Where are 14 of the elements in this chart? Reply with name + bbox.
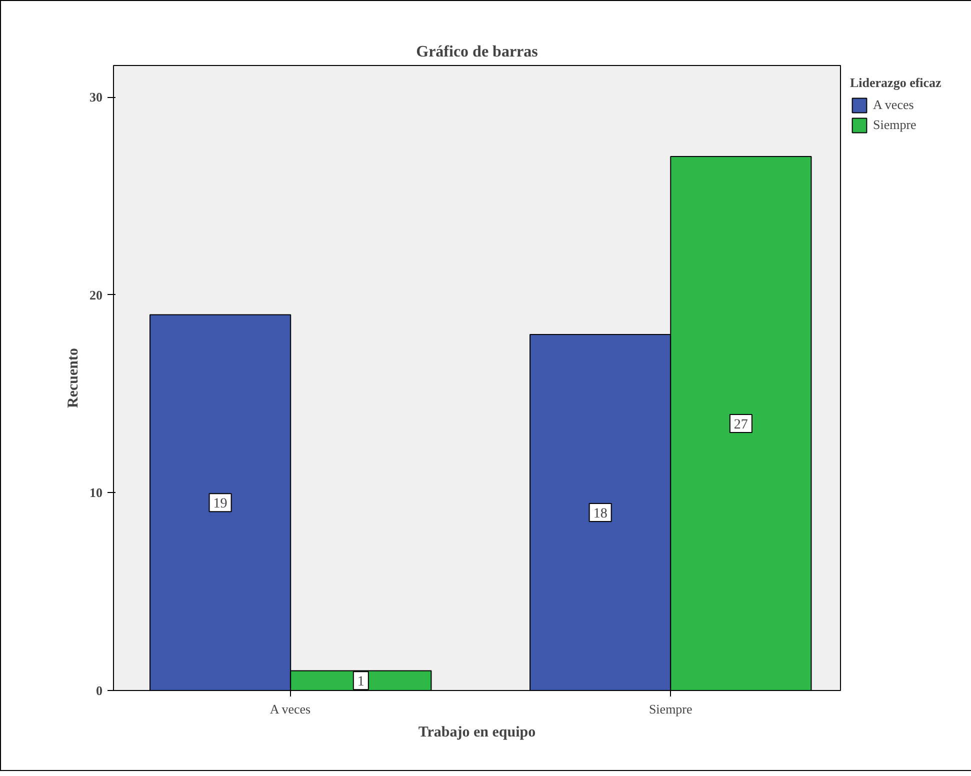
y-tick-label: 10	[90, 485, 102, 500]
y-axis-title: Recuento	[66, 348, 82, 408]
legend-title: Liderazgo eficaz	[850, 75, 942, 91]
y-tick-label: 20	[90, 287, 102, 302]
legend-label: A veces	[873, 97, 914, 113]
legend-label: Siempre	[873, 117, 916, 133]
data-label: 18	[593, 506, 608, 522]
data-label: 1	[357, 674, 364, 690]
chart-title: Gráfico de barras	[416, 44, 538, 60]
y-tick-label: 30	[90, 90, 102, 105]
data-label: 27	[734, 417, 748, 432]
x-axis-title: Trabajo en equipo	[418, 724, 536, 740]
data-label: 19	[213, 496, 228, 512]
y-tick-label: 0	[96, 683, 102, 698]
